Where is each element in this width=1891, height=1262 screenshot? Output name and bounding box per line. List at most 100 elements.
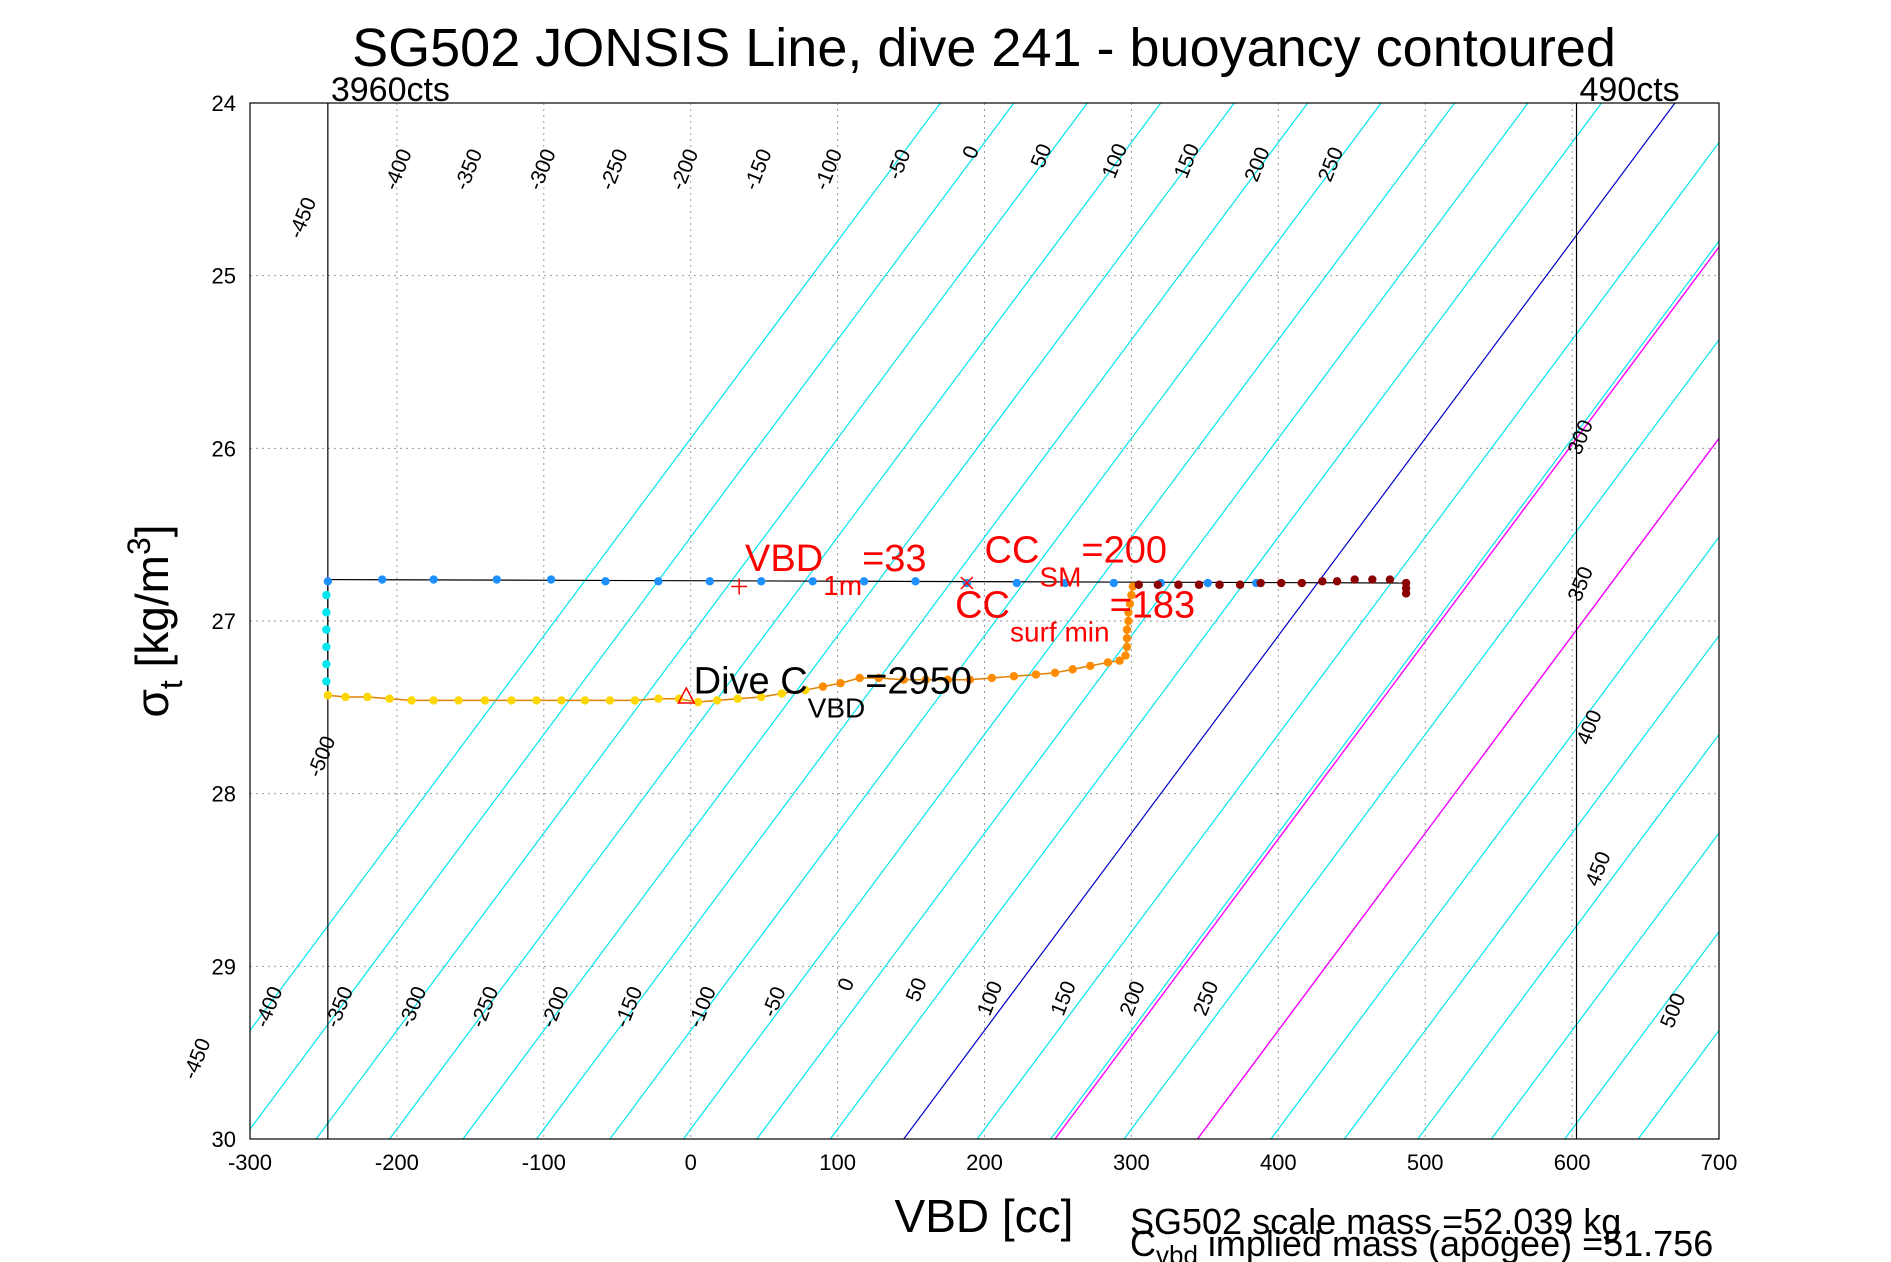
footer-implied-mass-sub: vbd	[1156, 1240, 1198, 1262]
highlight-line-0	[1054, 245, 1719, 1139]
data-point-s2-11	[580, 696, 590, 705]
data-point-s3-7	[965, 675, 975, 684]
data-point-s4-4	[1215, 580, 1224, 589]
annotation-divec-sub: VBD	[808, 693, 866, 724]
data-point-s0-2	[429, 575, 438, 584]
data-point-s2-3	[385, 694, 394, 703]
data-point-s4-16	[1401, 589, 1411, 598]
annotation-ccsurf: CCsurf min=183	[955, 585, 1195, 648]
data-point-s4-10	[1332, 577, 1342, 586]
y-tick-labels: 24 25 26 27 28 29 30	[212, 91, 236, 1152]
data-point-s3-0	[818, 682, 828, 691]
y-axis-label-rest: [kg/m	[126, 555, 178, 680]
data-point-s3-8	[987, 673, 997, 683]
y-axis-label-sup: 3	[121, 537, 157, 555]
data-point-s2-14	[654, 694, 663, 703]
data-point-s3-1	[836, 678, 845, 688]
y-tick-label-1: 25	[212, 264, 236, 289]
contour-line--50	[829, 103, 1602, 1139]
data-point-s3-21	[1124, 608, 1133, 617]
contour-line--200	[609, 103, 1382, 1139]
data-point-s3-6	[943, 675, 952, 684]
data-point-s3-13	[1086, 661, 1095, 671]
data-point-s0-14	[1061, 578, 1070, 588]
data-point-s2-5	[429, 696, 438, 705]
contour-line-300	[1343, 634, 1719, 1139]
x-tick-label-9: 600	[1554, 1150, 1591, 1175]
data-point-s2-16	[693, 697, 703, 707]
data-point-s3-12	[1068, 665, 1077, 674]
contour-line--350	[389, 103, 1162, 1139]
annotation-vbd1m-value: =33	[862, 538, 926, 580]
data-point-s4-8	[1297, 578, 1307, 588]
data-point-s3-22	[1125, 599, 1135, 608]
footer-implied-mass: Cvbd implied mass (apogee) =51.756	[1130, 1223, 1713, 1262]
data-point-s3-3	[874, 673, 883, 683]
contour-line-450	[1564, 930, 1719, 1139]
marker-plus-0	[731, 578, 748, 595]
contour-line--150	[682, 103, 1456, 1139]
data-point-s2-9	[532, 696, 541, 705]
data-point-s2-8	[507, 696, 516, 705]
data-point-s4-11	[1350, 575, 1359, 584]
data-point-s2-10	[557, 696, 566, 705]
x-tick-label-5: 200	[966, 1150, 1003, 1175]
y-tick-label-4: 28	[212, 782, 236, 807]
markers	[677, 576, 974, 704]
data-point-s1-3	[322, 642, 331, 652]
data-point-s2-12	[605, 696, 615, 705]
y-tick-label-5: 29	[212, 954, 236, 979]
buoyancy-contours	[250, 103, 1719, 1139]
data-point-s3-11	[1050, 668, 1060, 677]
annotation-vbd1m-base: VBD	[745, 538, 823, 580]
data-point-s0-5	[601, 577, 610, 586]
data-point-s4-1	[1153, 580, 1163, 589]
data-point-s1-0	[322, 590, 331, 600]
x-tick-label-8: 500	[1407, 1150, 1444, 1175]
data-point-s3-10	[1031, 670, 1041, 679]
contour-line-0	[903, 103, 1676, 1139]
contour-line--450	[250, 103, 1015, 1131]
contour-line-350	[1417, 733, 1719, 1139]
data-point-s4-9	[1318, 577, 1327, 586]
data-point-s1-1	[322, 608, 331, 617]
data-point-s4-12	[1368, 575, 1377, 584]
annotation-ccsm-sub: SM	[1039, 561, 1081, 592]
contour-line--400	[315, 103, 1088, 1139]
data-point-s0-17	[1203, 578, 1212, 588]
data-point-s3-17	[1122, 642, 1132, 652]
annotation-vbd1m-sub: 1m	[823, 570, 862, 601]
footer-implied-mass-base: C	[1130, 1223, 1156, 1262]
data-point-s0-8	[757, 577, 766, 586]
y-tick-label-3: 27	[212, 609, 236, 634]
data-point-s3-15	[1115, 656, 1124, 665]
contour-line-150	[1123, 338, 1719, 1139]
data-point-s2-13	[630, 696, 640, 705]
data-point-s3-5	[921, 675, 930, 684]
data-point-s0-0	[323, 577, 333, 586]
annotation-ccsurf-base: CC	[955, 585, 1010, 627]
contour-line--500	[250, 103, 941, 1032]
data-point-s3-9	[1009, 672, 1019, 681]
data-point-s2-0	[323, 691, 333, 700]
contour-line-250	[1270, 536, 1719, 1139]
data-point-s4-2	[1174, 580, 1183, 589]
y-tick-label-6: 30	[212, 1127, 236, 1152]
x-axis-label: VBD [cc]	[895, 1190, 1074, 1242]
annotation-ccsm-value: =200	[1081, 529, 1167, 571]
annotation-ccsm-base: CC	[985, 529, 1040, 571]
plot-frame	[249, 102, 1720, 1140]
data-point-s4-3	[1194, 580, 1204, 589]
y-axis-label: σt [kg/m3]	[121, 524, 189, 717]
x-tick-label-7: 400	[1260, 1150, 1297, 1175]
x-tick-label-1: -200	[375, 1150, 419, 1175]
data-point-s0-7	[705, 577, 714, 586]
grid-lines	[250, 103, 1719, 1139]
data-point-s0-13	[1012, 578, 1022, 588]
data-point-s0-1	[378, 575, 387, 584]
contour-line-400	[1490, 832, 1719, 1139]
marker-triangle-2	[677, 686, 696, 704]
y-axis-label-end: ]	[126, 524, 178, 537]
data-point-s0-9	[808, 577, 817, 586]
